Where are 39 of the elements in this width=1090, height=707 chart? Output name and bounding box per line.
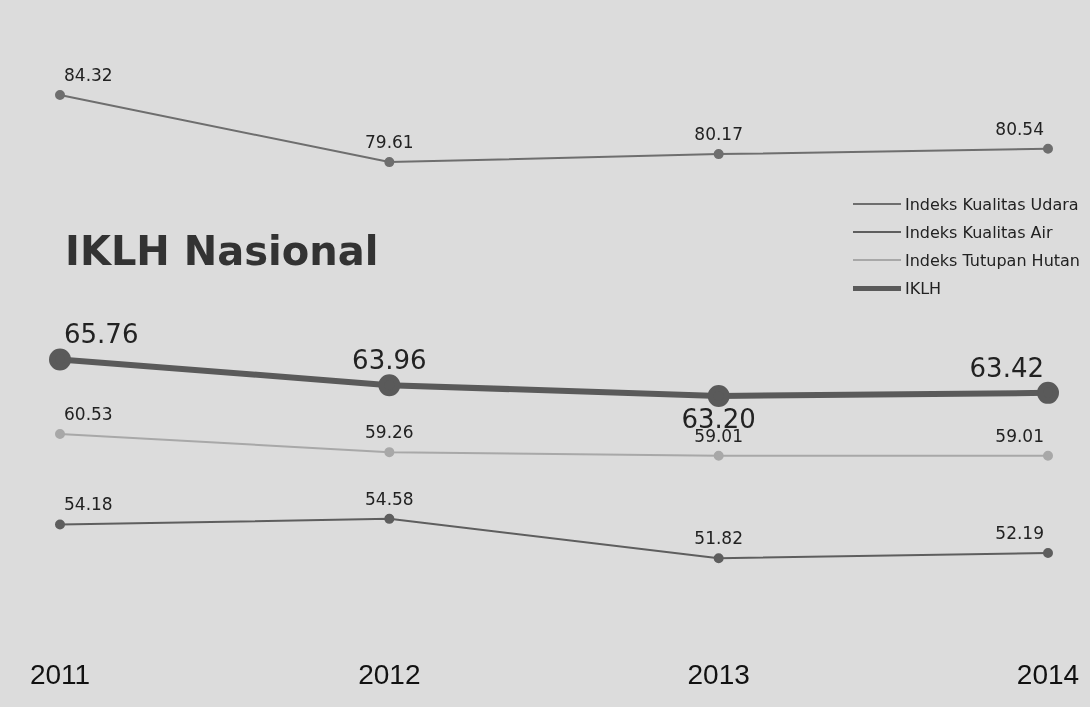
x-tick-label: 2012: [358, 658, 421, 690]
point: [49, 348, 71, 371]
point: [713, 450, 724, 461]
point: [378, 374, 401, 397]
point: [384, 447, 395, 458]
point: [1043, 547, 1053, 558]
x-tick-label: 2011: [29, 658, 91, 690]
legend-label: IKLH: [904, 278, 942, 298]
point: [713, 553, 724, 564]
point: [707, 384, 730, 407]
data-label: 63.42: [969, 352, 1044, 383]
point: [713, 149, 724, 160]
data-label: 80.17: [694, 124, 743, 145]
legend-label: Indeks Tutupan Hutan: [904, 250, 1080, 270]
x-tick-label: 2013: [687, 658, 750, 690]
point: [384, 157, 395, 168]
point: [1037, 381, 1059, 404]
legend-label: Indeks Kualitas Air: [904, 222, 1053, 242]
data-label: 54.18: [64, 494, 113, 515]
point: [1043, 143, 1053, 154]
point: [384, 513, 395, 524]
point: [55, 89, 65, 100]
legend-label: Indeks Kualitas Udara: [904, 194, 1079, 214]
data-label: 84.32: [64, 64, 113, 85]
data-label: 65.76: [64, 319, 139, 350]
data-label: 59.01: [995, 425, 1044, 446]
data-label: 54.58: [365, 488, 414, 509]
point: [55, 429, 65, 440]
data-label: 59.26: [365, 422, 414, 443]
data-label: 63.96: [352, 344, 427, 375]
text: IKLH Nasional: [65, 228, 379, 274]
data-label: 51.82: [694, 528, 743, 549]
data-label: 80.54: [995, 118, 1044, 139]
data-label: 60.53: [64, 403, 113, 424]
x-tick-label: 2014: [1016, 658, 1080, 690]
data-label: 52.19: [995, 522, 1044, 543]
point: [1043, 450, 1053, 461]
point: [55, 519, 65, 530]
data-label: 79.61: [365, 132, 414, 153]
